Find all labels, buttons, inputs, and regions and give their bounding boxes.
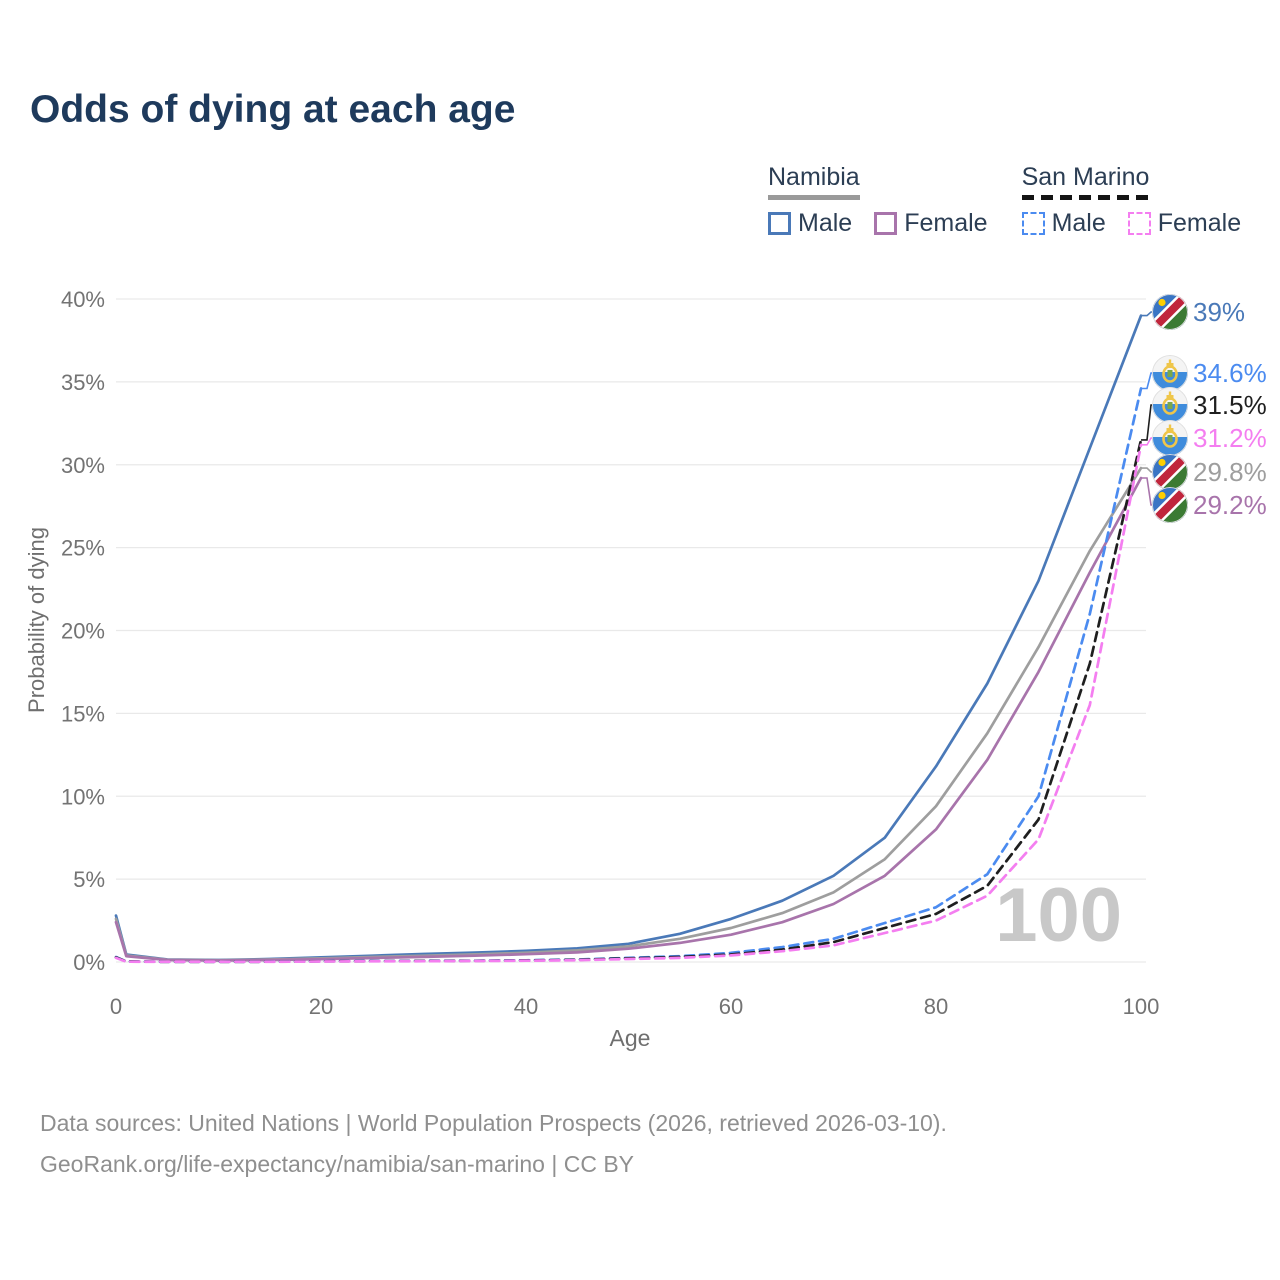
namibia-male-swatch-icon [768,212,791,235]
x-tick-label: 80 [924,994,948,1019]
x-tick-label: 0 [110,994,122,1019]
y-tick-label: 20% [61,619,105,644]
series-line-sanmarino-female [114,443,1143,964]
end-label-value-sanmarino-male: 34.6% [1193,358,1267,388]
x-tick-label: 60 [719,994,743,1019]
legend-country-sanmarino[interactable]: San Marino [1021,163,1150,200]
attribution-note: GeoRank.org/life-expectancy/namibia/san-… [40,1151,635,1177]
end-label-value-namibia-total: 29.8% [1193,457,1267,487]
sanmarino-flag-icon [1152,420,1188,456]
y-tick-label: 10% [61,784,105,809]
y-tick-label: 0% [73,950,105,975]
y-axis-title: Probability of dying [24,527,49,713]
legend-item-sanmarino-female[interactable]: Female [1127,209,1242,238]
end-label-value-sanmarino-female: 31.2% [1193,423,1267,453]
data-source-note: Data sources: United Nations | World Pop… [40,1110,947,1136]
sanmarino-dashed-line-icon [1021,195,1150,200]
x-tick-label: 100 [1123,994,1160,1019]
x-axis-tick-labels: 0 20 40 60 80 100 [110,994,1159,1019]
namibia-flag-icon [1149,451,1191,493]
legend-item-label: Male [798,209,853,237]
sanmarino-flag-icon [1152,355,1188,391]
series-line-sanmarino-total [114,438,1143,964]
y-tick-label: 25% [61,536,105,561]
sanmarino-male-swatch-icon [1021,212,1045,235]
end-label-value-namibia-female: 29.2% [1193,490,1267,520]
legend-item-label: Male [1051,209,1106,237]
y-tick-label: 30% [61,453,105,478]
x-axis-title: Age [610,1025,651,1051]
y-tick-label: 5% [73,867,105,892]
x-tick-label: 40 [514,994,538,1019]
namibia-flag-icon [1149,484,1191,526]
series-end-labels: 39% 34.6%31.5%31.2% 29.8%29.2% [1141,291,1267,526]
legend-group-namibia: Namibia Male Female [768,163,988,238]
namibia-flag-icon [1149,291,1191,333]
watermark-age-readout: 100 [995,873,1122,958]
sanmarino-female-swatch-icon [1127,212,1151,235]
line-chart: 100 0% 5% 10% 15% 20% 25% 30% 35% 40% 0 20 40 60 80 1… [24,287,1267,1051]
y-tick-label: 15% [61,701,105,726]
series-line-sanmarino-male [114,387,1143,964]
page-title: Odds of dying at each age [30,88,516,131]
legend-country-label: Namibia [768,163,860,191]
namibia-female-swatch-icon [874,212,898,235]
legend-item-namibia-male[interactable]: Male [768,209,852,238]
legend-country-namibia[interactable]: Namibia [768,163,860,200]
end-label-value-sanmarino-total: 31.5% [1193,390,1267,420]
x-tick-label: 20 [309,994,333,1019]
y-tick-label: 40% [61,287,105,312]
series-line-namibia-male [114,314,1143,962]
series-line-namibia-female [114,476,1143,962]
legend-item-namibia-female[interactable]: Female [874,209,988,238]
sanmarino-flag-icon [1152,387,1188,423]
namibia-solid-line-icon [768,195,860,200]
legend-item-label: Female [904,209,988,237]
legend: Namibia Male Female San Marino [768,163,1241,238]
end-label-value-namibia-male: 39% [1193,297,1245,327]
legend-group-sanmarino: San Marino Male Female [1021,163,1242,238]
gridlines [116,298,1146,963]
legend-country-label: San Marino [1021,163,1150,191]
series-line-namibia-total [114,466,1143,962]
series-lines [114,314,1143,964]
legend-item-label: Female [1157,209,1242,237]
legend-item-sanmarino-male[interactable]: Male [1021,209,1106,238]
y-axis-tick-labels: 0% 5% 10% 15% 20% 25% 30% 35% 40% [61,287,105,975]
y-tick-label: 35% [61,370,105,395]
